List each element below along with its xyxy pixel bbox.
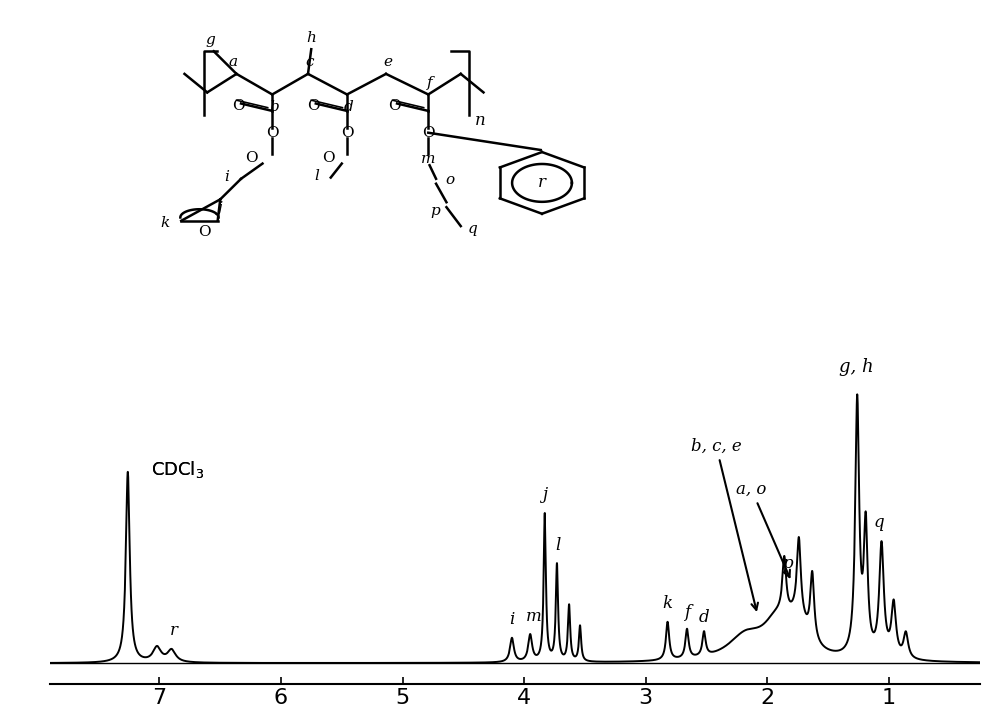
- Text: O: O: [245, 151, 258, 165]
- Text: O: O: [388, 99, 401, 113]
- Text: p: p: [430, 204, 440, 219]
- Text: i: i: [224, 169, 229, 184]
- Text: b, c, e: b, c, e: [691, 438, 758, 610]
- Text: d: d: [344, 100, 354, 114]
- Text: CDCl$_3$: CDCl$_3$: [151, 459, 204, 480]
- Text: i: i: [509, 611, 515, 627]
- Text: f: f: [684, 604, 690, 621]
- Text: b: b: [269, 100, 279, 114]
- Text: a: a: [229, 56, 238, 69]
- Text: O: O: [266, 126, 279, 140]
- Text: n: n: [475, 112, 486, 129]
- Text: e: e: [383, 56, 392, 69]
- Text: g, h: g, h: [839, 358, 873, 376]
- Text: p: p: [783, 555, 793, 572]
- Text: CDCl$_3$: CDCl$_3$: [151, 459, 204, 480]
- Text: j: j: [542, 486, 547, 503]
- Text: l: l: [314, 169, 319, 182]
- Text: O: O: [422, 126, 435, 140]
- Text: O: O: [341, 126, 353, 140]
- Text: h: h: [306, 31, 316, 45]
- Text: O: O: [232, 99, 245, 113]
- Text: q: q: [468, 222, 477, 236]
- Text: j: j: [218, 201, 223, 216]
- Text: r: r: [538, 174, 546, 192]
- Text: g: g: [206, 33, 215, 47]
- Text: r: r: [170, 622, 178, 639]
- Text: k: k: [663, 595, 673, 612]
- Text: O: O: [198, 225, 211, 239]
- Text: q: q: [874, 514, 884, 531]
- Text: c: c: [306, 56, 314, 69]
- Text: O: O: [307, 99, 320, 113]
- Text: l: l: [555, 537, 561, 554]
- Text: k: k: [160, 216, 170, 230]
- Text: m: m: [526, 608, 542, 625]
- Text: f: f: [427, 76, 433, 90]
- Text: O: O: [322, 151, 335, 165]
- Text: a, o: a, o: [736, 481, 790, 577]
- Text: m: m: [421, 152, 436, 166]
- Text: d: d: [699, 609, 709, 627]
- Text: o: o: [446, 172, 455, 187]
